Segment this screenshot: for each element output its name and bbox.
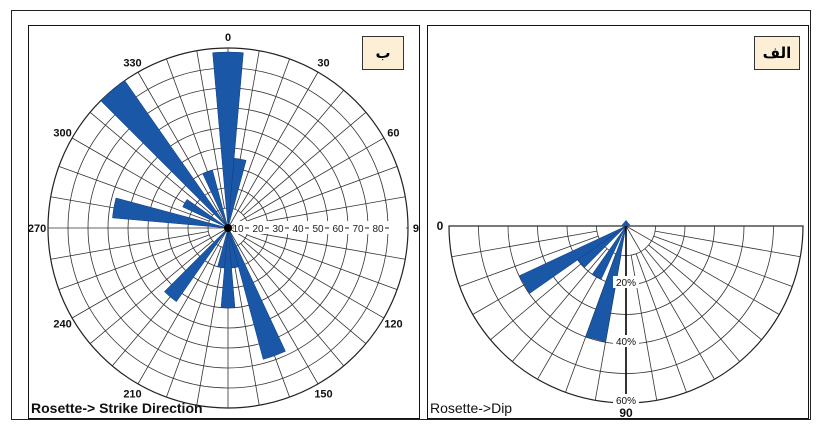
dip-edge-label-left: 0 [437, 219, 444, 233]
dip-petal [518, 225, 627, 295]
rose-spoke [196, 247, 225, 406]
radial-tick-label: 40 [292, 224, 304, 235]
rose-spoke [166, 246, 222, 398]
rose-spoke [243, 111, 367, 216]
dip-rose-panel: 20%40%60%0090 الف Rosette->Dip [427, 25, 816, 420]
rose-spoke [246, 234, 398, 290]
strike-rose-chart: 0 30 60 90 120 150 210 240 270 300 330 10 20 30 40 50 60… [28, 32, 425, 409]
strike-caption: Rosette-> Strike Direction [31, 400, 203, 416]
rose-petal [220, 227, 236, 309]
rose-petal [202, 169, 229, 229]
dip-rose-chart: 20%40%60%0090 [437, 219, 816, 420]
radial-tick-label: 10 [232, 224, 244, 235]
angle-label: 0 [225, 32, 231, 44]
angle-label: 300 [53, 128, 71, 140]
radial-tick-label: 70 [352, 224, 364, 235]
angle-label: 210 [123, 388, 141, 400]
rose-spoke [50, 231, 209, 260]
rose-petal [227, 227, 286, 360]
angle-label: 60 [387, 128, 399, 140]
angle-label: 30 [317, 58, 329, 70]
dip-center-marker [621, 220, 631, 226]
radial-tick-label: 50 [312, 224, 324, 235]
rose-spoke [58, 234, 210, 290]
dip-spoke [625, 225, 780, 315]
angle-label: 150 [314, 388, 332, 400]
rose-petal [112, 197, 229, 229]
rose-spoke [89, 240, 213, 345]
strike-rose-panel: 0 30 60 90 120 150 210 240 270 300 330 10 20 30 40 50 60… [28, 25, 425, 419]
radial-tick-label: 60 [332, 224, 344, 235]
rose-petal [100, 80, 229, 229]
rose-petal [217, 227, 229, 269]
angle-label: 330 [123, 58, 141, 70]
rose-spoke [240, 89, 345, 213]
dip-bottom-label: 90 [619, 406, 633, 418]
rose-petal [212, 51, 244, 229]
pct-label-bg [613, 394, 639, 406]
pct-label-bg [613, 276, 639, 288]
radial-tick-label: 20 [252, 224, 264, 235]
angle-label: 240 [53, 319, 71, 331]
rose-spoke [240, 243, 345, 367]
dip-petal [585, 225, 627, 343]
radial-tick-label: 80 [372, 224, 384, 235]
pct-label: 40% [616, 337, 636, 348]
rose-spoke [243, 240, 367, 345]
dip-spoke [511, 248, 608, 362]
rose-spoke [71, 227, 229, 319]
dip-spoke [654, 230, 801, 258]
angle-label: 120 [384, 319, 402, 331]
dip-spoke [635, 253, 687, 393]
dip-caption: Rosette->Dip [430, 400, 513, 416]
pct-label: 20% [616, 278, 636, 289]
rose-spoke [234, 58, 290, 210]
rose-spoke [227, 227, 385, 319]
rose-petal [164, 227, 229, 303]
radial-tick-label: 30 [272, 224, 284, 235]
pct-label-bg [613, 335, 639, 347]
dip-spoke [644, 248, 741, 362]
rose-spoke [137, 71, 229, 229]
rose-spoke [246, 166, 398, 222]
rose-spoke [231, 247, 260, 406]
dip-petal [577, 225, 627, 269]
rose-spoke [196, 50, 225, 209]
dip-spoke [653, 235, 793, 287]
pct-label: 60% [616, 396, 636, 407]
panel-badge-alef: الف [754, 36, 800, 70]
angle-label: 270 [29, 223, 46, 235]
dip-spoke [451, 230, 598, 258]
rose-spoke [227, 227, 319, 385]
dip-petal [591, 225, 627, 280]
figure-frame [11, 10, 811, 420]
rose-spoke [89, 111, 213, 216]
dip-spoke [648, 244, 762, 341]
rose-spoke [58, 166, 210, 222]
dip-spoke [625, 225, 715, 380]
angle-label: 90 [413, 223, 419, 235]
radial-scale-bg [234, 221, 406, 234]
rose-spoke [137, 227, 229, 385]
rose-center-dot [224, 224, 232, 232]
rose-spoke [227, 71, 319, 229]
rose-petal [227, 157, 247, 229]
dip-spoke [459, 235, 599, 287]
rose-petal [182, 198, 229, 229]
panel-badge-b: ب [362, 36, 404, 70]
rose-spoke [227, 137, 385, 229]
rose-spoke [247, 231, 406, 260]
rose-spoke [247, 196, 406, 225]
